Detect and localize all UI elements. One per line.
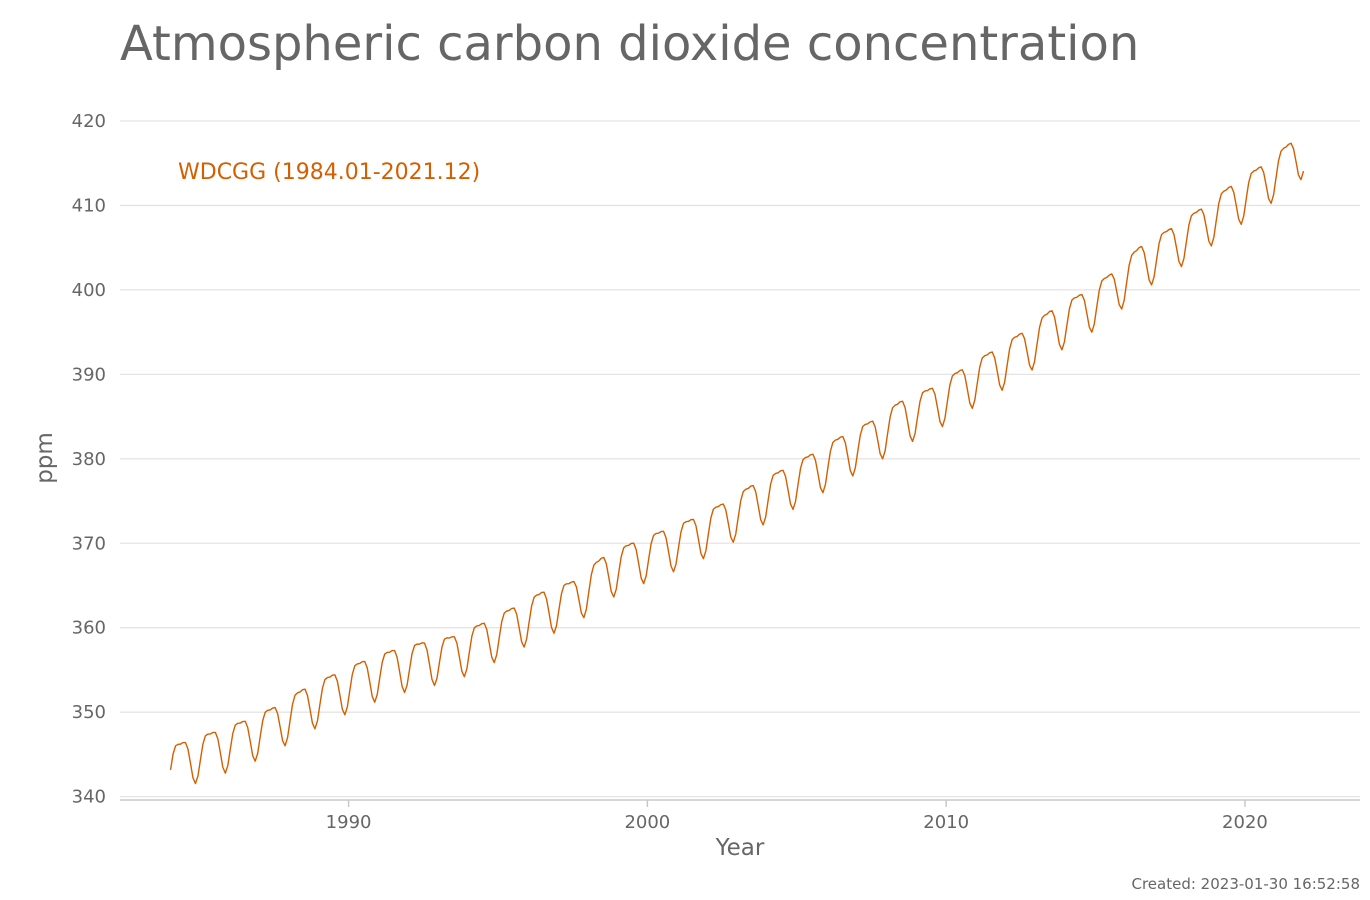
x-tick-label: 1990 bbox=[326, 812, 372, 833]
chart-title: Atmospheric carbon dioxide concentration bbox=[120, 16, 1139, 72]
y-tick-label: 410 bbox=[72, 195, 106, 216]
series-layer bbox=[169, 142, 1305, 785]
y-tick-label: 360 bbox=[72, 618, 106, 639]
y-axis-label: ppm bbox=[32, 432, 58, 484]
y-tick-label: 350 bbox=[72, 702, 106, 723]
legend-label: WDCGG (1984.01-2021.12) bbox=[178, 160, 480, 185]
x-tick-labels: 1990 2000 2010 2020 bbox=[326, 800, 1268, 833]
y-tick-label: 380 bbox=[72, 449, 106, 470]
y-tick-label: 420 bbox=[72, 111, 106, 132]
y-tick-label: 400 bbox=[72, 280, 106, 301]
x-tick-label: 2010 bbox=[923, 812, 969, 833]
y-tick-labels: 340 350 360 370 380 390 400 410 420 bbox=[72, 111, 106, 808]
series-line-wdcgg bbox=[169, 142, 1305, 785]
x-tick-label: 2000 bbox=[624, 812, 670, 833]
y-tick-label: 390 bbox=[72, 364, 106, 385]
x-axis-label: Year bbox=[715, 835, 765, 861]
y-tick-label: 370 bbox=[72, 533, 106, 554]
created-timestamp: Created: 2023-01-30 16:52:58 bbox=[1132, 875, 1361, 893]
gridlines bbox=[120, 120, 1360, 798]
y-tick-label: 340 bbox=[72, 787, 106, 808]
x-tick-label: 2020 bbox=[1222, 812, 1268, 833]
